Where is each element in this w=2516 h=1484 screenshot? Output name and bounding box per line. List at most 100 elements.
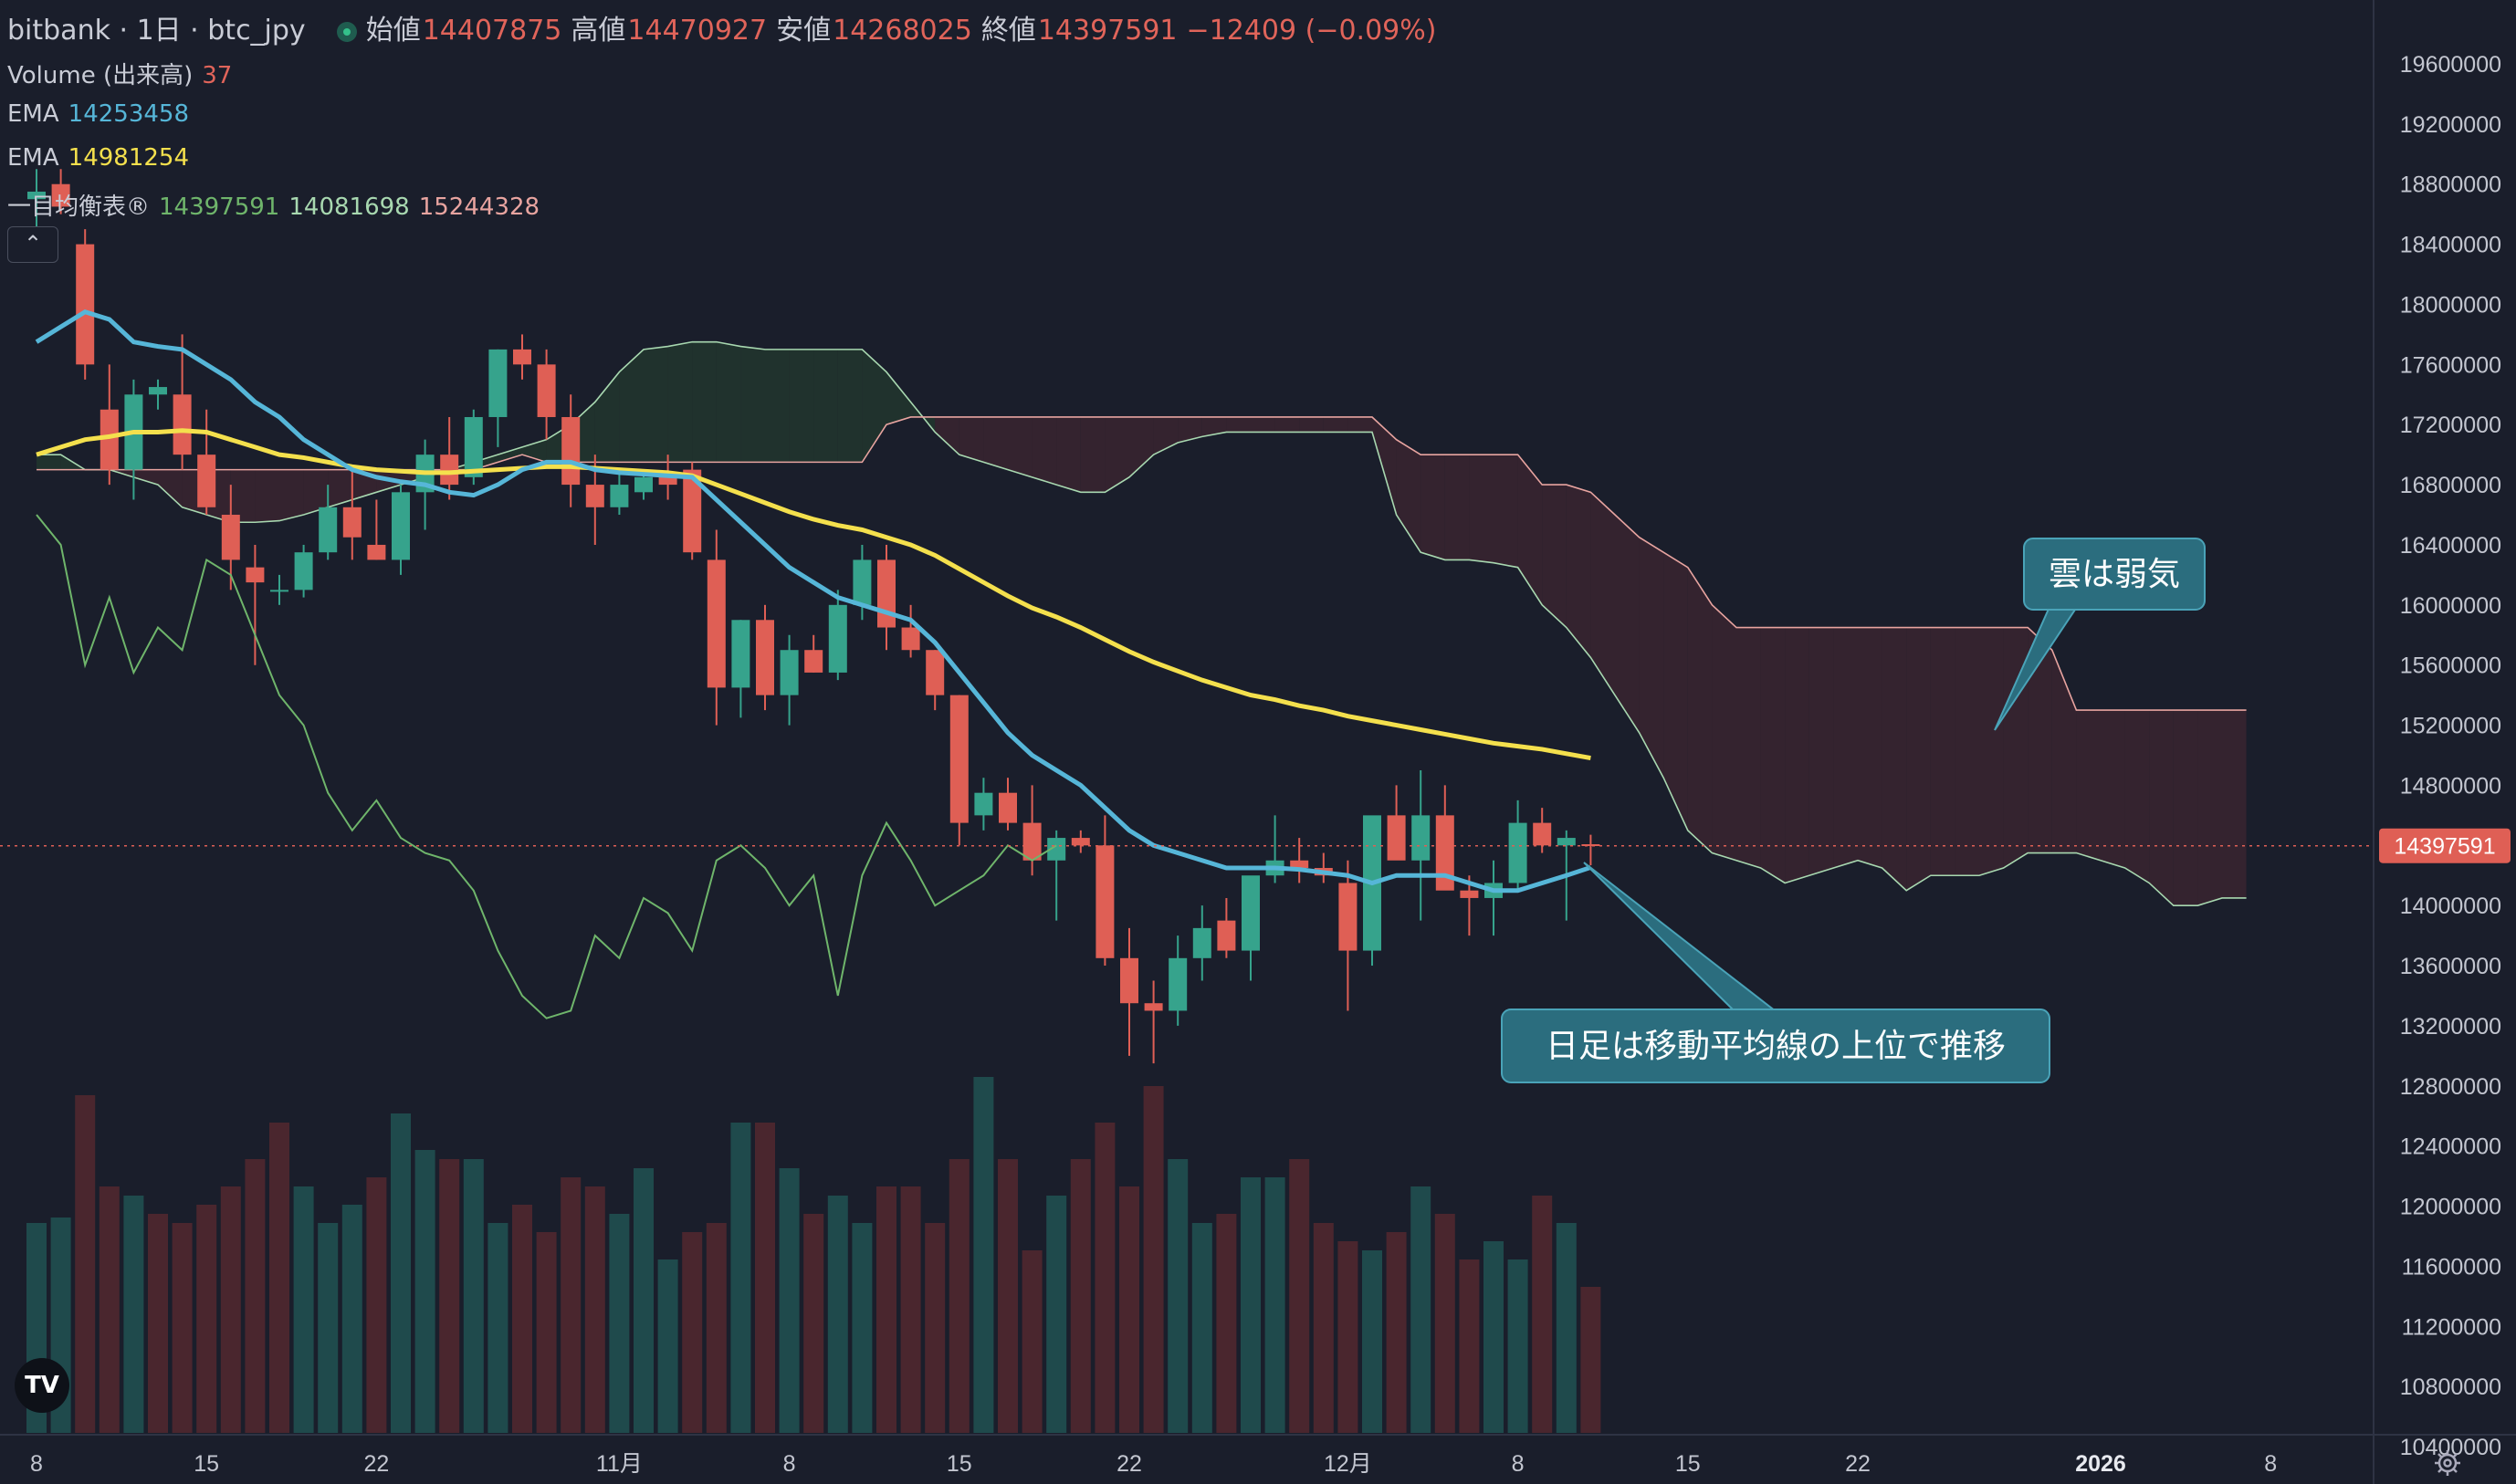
candle-body xyxy=(513,349,531,365)
candle-body xyxy=(1169,957,1188,1011)
candle-body xyxy=(27,191,46,200)
cloud-segment xyxy=(2222,710,2247,898)
volume-bar xyxy=(463,1159,484,1433)
volume-bar xyxy=(99,1186,120,1433)
collapse-legend-button[interactable]: ⌃ xyxy=(7,226,58,263)
cloud-segment xyxy=(1251,416,1275,433)
candle-body xyxy=(51,183,70,207)
cloud-segment xyxy=(303,469,329,516)
volume-bar xyxy=(1434,1214,1455,1433)
cloud-segment xyxy=(1469,455,1494,563)
candle-body xyxy=(585,485,604,507)
ema-long-value: 14981254 xyxy=(68,144,189,172)
time-tick-label: 22 xyxy=(363,1451,389,1477)
price-tick-label: 15600000 xyxy=(2400,653,2501,679)
volume-bar xyxy=(366,1177,387,1433)
cloud-segment xyxy=(1955,627,1979,876)
volume-bar xyxy=(1532,1196,1553,1433)
candle-body xyxy=(392,492,410,560)
volume-bar xyxy=(1191,1223,1212,1433)
ema-long-legend[interactable]: EMA 14981254 xyxy=(7,144,198,172)
cloud-segment xyxy=(740,346,765,463)
candle-body xyxy=(877,559,896,628)
candle-body xyxy=(76,244,95,365)
ichimoku-cloud xyxy=(37,340,2247,906)
volume-bar xyxy=(1459,1259,1480,1433)
time-axis[interactable]: 8 15 22 11月 8 15 22 12月 8 15 22 2026 8 xyxy=(0,1434,2516,1477)
price-tick-label: 15200000 xyxy=(2400,714,2501,739)
cloud-segment xyxy=(1347,416,1372,433)
candle-body xyxy=(1435,815,1454,891)
high-label: 高値 xyxy=(571,15,626,47)
cloud-segment xyxy=(1882,627,1907,891)
chikou-span-line xyxy=(36,514,1057,1019)
cloud-segment xyxy=(886,371,911,425)
tradingview-logo-icon[interactable]: TV xyxy=(15,1358,69,1413)
gear-icon[interactable] xyxy=(2432,1447,2463,1479)
volume-bar xyxy=(1168,1159,1189,1433)
ema-long-label: EMA xyxy=(7,144,59,172)
cloud-segment xyxy=(1178,416,1202,443)
volume-bar xyxy=(609,1214,630,1433)
open-label: 始値 xyxy=(365,15,421,47)
candle-body xyxy=(1022,822,1042,861)
cloud-segment xyxy=(1494,455,1518,568)
cloud-segment xyxy=(1444,455,1470,560)
cloud-segment xyxy=(1566,485,1591,658)
volume-bar xyxy=(1143,1086,1164,1433)
volume-bar xyxy=(998,1159,1018,1433)
volume-value: 37 xyxy=(202,62,233,89)
cloud-segment xyxy=(1517,455,1543,605)
time-tick-label: 22 xyxy=(1845,1451,1871,1477)
volume-bar xyxy=(172,1223,193,1433)
candle-body xyxy=(683,469,702,553)
symbol-title[interactable]: bitbank · 1日 · btc_jpy xyxy=(7,15,306,47)
candle-body xyxy=(1242,875,1260,951)
candle-body xyxy=(1460,890,1479,898)
ema-short-label: EMA xyxy=(7,100,59,128)
cloud-segment xyxy=(1056,416,1081,493)
callout-text-cloud-bearish: 雲は弱気 xyxy=(2049,556,2180,593)
cloud-segment xyxy=(279,469,304,521)
volume-bar xyxy=(584,1186,605,1433)
volume-bar xyxy=(293,1186,314,1433)
ema-short-legend[interactable]: EMA 14253458 xyxy=(7,100,198,128)
price-tick-label: 11600000 xyxy=(2402,1254,2501,1280)
chevron-up-icon: ⌃ xyxy=(23,231,43,256)
candle-body xyxy=(246,567,265,583)
volume-bar xyxy=(1386,1232,1407,1433)
price-tick-label: 12000000 xyxy=(2400,1195,2501,1220)
time-tick-label: 15 xyxy=(194,1451,219,1477)
volume-label: Volume (出来高) xyxy=(7,62,194,89)
cloud-segment xyxy=(1808,627,1834,876)
cloud-segment xyxy=(1372,416,1397,516)
candle-body xyxy=(901,627,920,651)
cloud-segment xyxy=(765,349,790,463)
volume-bar xyxy=(634,1168,654,1433)
ema-short-value: 14253458 xyxy=(68,100,189,128)
price-axis[interactable]: 1040000010800000112000001160000012000000… xyxy=(2373,0,2511,1484)
cloud-segment xyxy=(1639,537,1664,779)
cloud-segment xyxy=(255,469,279,523)
volume-bar xyxy=(439,1159,460,1433)
volume-bar xyxy=(827,1196,848,1433)
volume-bar xyxy=(123,1196,144,1433)
price-tick-label: 12400000 xyxy=(2400,1134,2501,1160)
candle-body xyxy=(1533,822,1552,846)
volume-bar xyxy=(1289,1159,1310,1433)
candle-body xyxy=(999,792,1017,823)
ichimoku-legend[interactable]: 一目均衡表® 14397591 14081698 15244328 xyxy=(7,188,549,222)
volume-bar xyxy=(414,1150,435,1433)
open-value: 14407875 xyxy=(422,15,562,47)
cloud-segment xyxy=(862,349,886,463)
cloud-segment xyxy=(1663,552,1688,831)
cloud-segment xyxy=(1299,416,1324,433)
price-tick-label: 11200000 xyxy=(2402,1314,2501,1340)
volume-bar xyxy=(706,1223,727,1433)
volume-bar xyxy=(1580,1287,1601,1433)
volume-legend[interactable]: Volume (出来高) 37 xyxy=(7,57,241,90)
cloud-segment xyxy=(2101,710,2125,869)
volume-bar xyxy=(1556,1223,1577,1433)
